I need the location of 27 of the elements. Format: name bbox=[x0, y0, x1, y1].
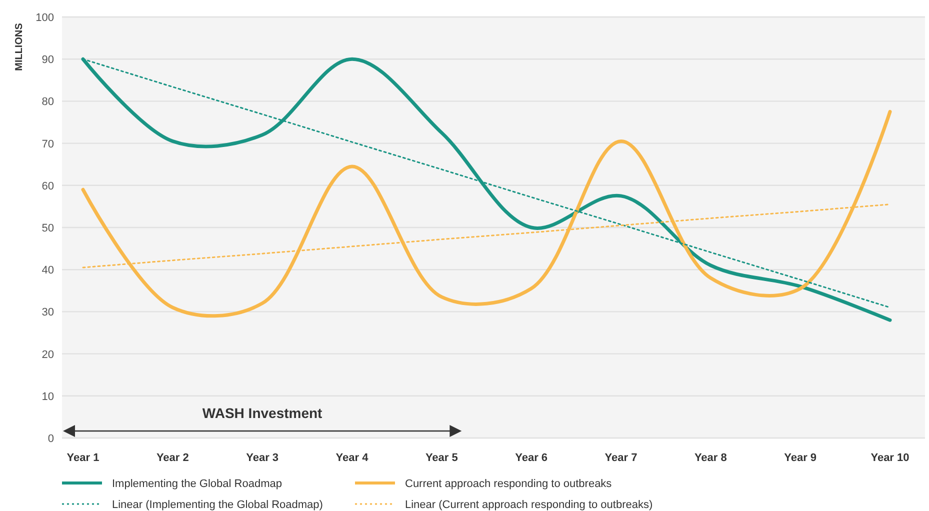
y-tick-label: 10 bbox=[42, 390, 54, 403]
x-tick-label: Year 9 bbox=[784, 452, 817, 464]
legend-label: Linear (Implementing the Global Roadmap) bbox=[112, 499, 323, 511]
y-tick-label: 0 bbox=[48, 433, 54, 445]
y-tick-label: 20 bbox=[42, 348, 54, 361]
y-tick-label: 60 bbox=[42, 180, 54, 192]
x-tick-label: Year 3 bbox=[246, 452, 279, 464]
annotation: WASH Investment bbox=[202, 405, 323, 421]
legend-label: Linear (Current approach responding to outbreaks) bbox=[405, 499, 653, 511]
legend-label: Current approach responding to outbreaks bbox=[405, 478, 612, 490]
y-tick-label: 80 bbox=[42, 96, 54, 108]
y-tick-label: 70 bbox=[42, 138, 54, 150]
legend-label: Implementing the Global Roadmap bbox=[112, 478, 282, 490]
x-tick-label: Year 10 bbox=[870, 452, 910, 464]
x-tick-label: Year 6 bbox=[515, 452, 548, 464]
y-tick-label: 90 bbox=[42, 54, 54, 66]
y-tick-label: 100 bbox=[36, 12, 54, 24]
x-tick-label: Year 4 bbox=[336, 452, 370, 464]
x-tick-label: Year 7 bbox=[604, 452, 638, 464]
x-tick-label: Year 2 bbox=[156, 452, 189, 464]
y-tick-label: 50 bbox=[42, 222, 54, 234]
y-tick-label: 40 bbox=[42, 264, 54, 277]
x-tick-label: Year 8 bbox=[694, 452, 727, 464]
y-tick-label: 30 bbox=[42, 306, 54, 319]
x-tick-label: Year 1 bbox=[66, 452, 100, 464]
x-tick-label: Year 5 bbox=[425, 452, 458, 464]
y-axis-title: MILLIONS bbox=[14, 22, 25, 71]
